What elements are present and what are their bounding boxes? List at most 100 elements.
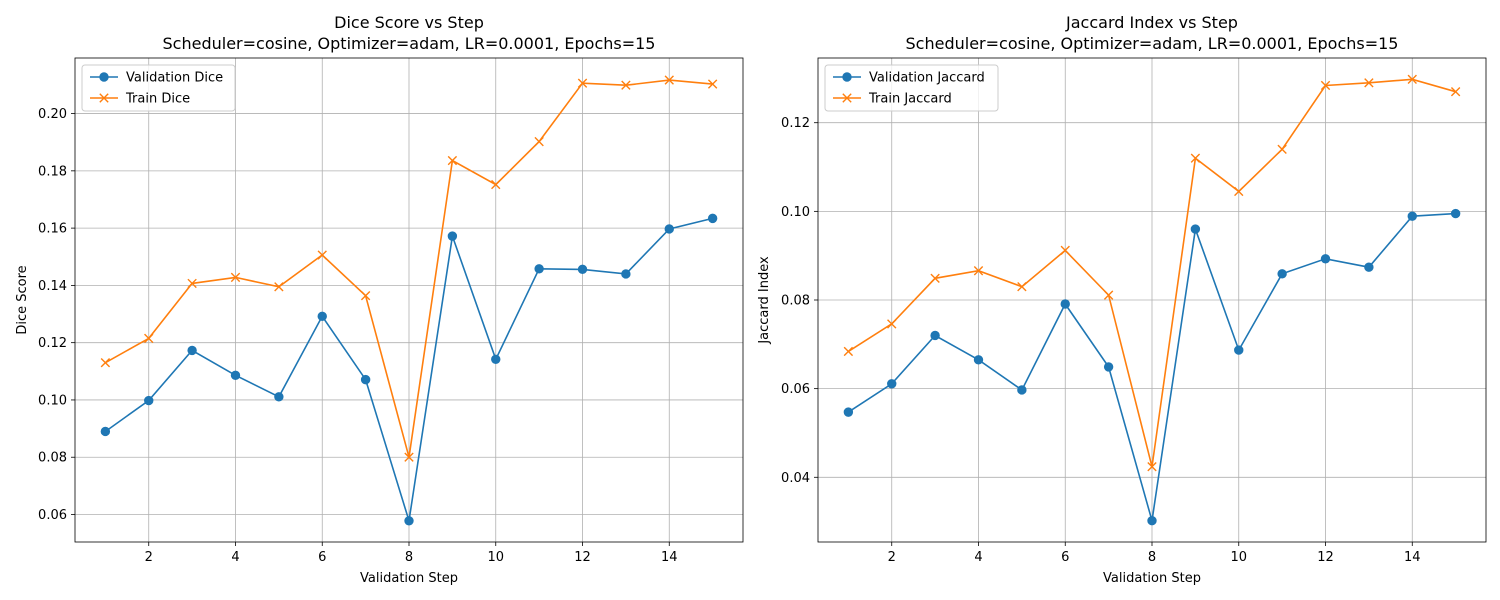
jaccard-validation-point: [1407, 211, 1417, 221]
dice-validation-point: [664, 224, 674, 234]
jaccard-train-point: [887, 319, 897, 329]
dice-legend-label: Train Dice: [125, 92, 190, 107]
jaccard-validation-point: [930, 330, 940, 341]
dice-validation-point: [360, 374, 371, 385]
jaccard-y-axis-label: Jaccard Index: [757, 256, 772, 345]
jaccard-legend-label: Validation Jaccard: [869, 71, 985, 86]
jaccard-train-point: [1277, 144, 1287, 154]
jaccard-train-point: [973, 266, 984, 276]
dice-train-point: [187, 278, 197, 289]
dice-legend-marker: [99, 93, 109, 103]
jaccard-legend-marker: [842, 93, 852, 103]
dice-train-point: [447, 155, 458, 166]
jaccard-validation-point: [1190, 224, 1201, 234]
dice-x-tick-label: 10: [487, 550, 504, 565]
dice-legend-box: [81, 64, 236, 112]
jaccard-train-point: [1060, 245, 1070, 256]
dice-y-tick-label: 0.20: [38, 107, 67, 122]
jaccard-validation-point: [973, 355, 984, 365]
jaccard-train-point: [930, 273, 940, 283]
jaccard-validation-point: [843, 407, 854, 417]
jaccard-x-tick-label: 10: [1230, 550, 1247, 565]
jaccard-y-tick-label: 0.10: [781, 205, 810, 220]
jaccard-y-tick-label: 0.04: [781, 471, 810, 486]
dice-validation-point: [187, 345, 197, 356]
jaccard-train-point: [1234, 186, 1244, 197]
dice-train-point: [317, 250, 327, 260]
dice-validation-point: [621, 269, 631, 279]
dice-train-point: [100, 358, 111, 368]
dice-chart-title: Dice Score vs Step: [334, 13, 484, 32]
jaccard-train-point: [1450, 86, 1461, 97]
jaccard-train-point: [1147, 461, 1157, 472]
jaccard-legend: Validation Jaccard Train Jaccard: [824, 64, 999, 112]
jaccard-validation-point: [1450, 208, 1461, 219]
jaccard-legend-marker: [842, 72, 852, 82]
dice-validation-point: [707, 213, 718, 224]
jaccard-plot-frame: [817, 57, 1487, 543]
dice-train-point: [404, 452, 414, 462]
dice-validation-point: [144, 395, 154, 406]
dice-x-tick-label: 8: [405, 550, 413, 565]
jaccard-y-tick-label: 0.12: [781, 116, 810, 131]
jaccard-train-point: [1017, 282, 1027, 292]
dice-train-point: [534, 136, 544, 147]
dice-y-axis-label: Dice Score: [15, 265, 30, 334]
jaccard-chart-subtitle: Scheduler=cosine, Optimizer=adam, LR=0.0…: [906, 34, 1399, 53]
jaccard-x-tick-label: 2: [888, 550, 896, 565]
dice-train-point: [577, 78, 588, 88]
jaccard-validation-point: [1364, 262, 1374, 272]
dice-x-tick-label: 6: [318, 550, 326, 565]
dice-validation-point: [404, 516, 414, 526]
jaccard-y-tick-label: 0.06: [781, 382, 810, 397]
dice-validation-point: [317, 311, 327, 322]
jaccard-x-tick-label: 6: [1061, 550, 1069, 565]
jaccard-legend-label: Train Jaccard: [868, 92, 952, 107]
dice-train-point: [360, 291, 371, 301]
dice-chart-panel: Dice Score vs Step Scheduler=cosine, Opt…: [15, 13, 744, 586]
jaccard-chart-panel: Jaccard Index vs Step Scheduler=cosine, …: [757, 13, 1487, 586]
dice-y-tick-label: 0.18: [38, 164, 67, 179]
jaccard-validation-point: [1017, 385, 1027, 395]
dice-x-tick-label: 12: [574, 550, 591, 565]
dice-y-tick-label: 0.06: [38, 508, 67, 523]
jaccard-x-tick-label: 14: [1404, 550, 1421, 565]
dice-train-point: [707, 79, 718, 89]
dice-validation-point: [447, 231, 458, 241]
dice-chart-subtitle: Scheduler=cosine, Optimizer=adam, LR=0.0…: [163, 34, 656, 53]
jaccard-x-tick-label: 12: [1317, 550, 1334, 565]
jaccard-x-tick-label: 8: [1148, 550, 1156, 565]
dice-train-point: [664, 75, 674, 85]
jaccard-x-tick-label: 4: [974, 550, 982, 565]
jaccard-train-point: [1103, 290, 1114, 300]
dice-y-tick-label: 0.10: [38, 393, 67, 408]
jaccard-train-point: [1407, 74, 1417, 84]
dice-validation-point: [230, 370, 241, 381]
dice-x-tick-label: 14: [661, 550, 678, 565]
dice-legend-marker: [99, 72, 109, 82]
dice-x-tick-label: 2: [145, 550, 153, 565]
dice-validation-point: [577, 264, 588, 275]
dice-train-point: [621, 80, 631, 90]
jaccard-validation-point: [1320, 254, 1331, 264]
jaccard-validation-point: [887, 379, 897, 389]
dice-train-point: [230, 272, 241, 283]
jaccard-train-point: [1320, 80, 1331, 91]
jaccard-validation-point: [1234, 345, 1244, 355]
dice-legend: Validation Dice Train Dice: [81, 64, 236, 112]
jaccard-validation-point: [1277, 269, 1287, 279]
jaccard-y-tick-label: 0.08: [781, 294, 810, 309]
dice-validation-point: [274, 392, 284, 402]
dice-validation-point: [100, 426, 111, 437]
jaccard-legend-box: [824, 64, 999, 112]
dice-validation-point: [534, 264, 544, 274]
jaccard-validation-point: [1103, 362, 1114, 372]
dice-legend-label: Validation Dice: [126, 71, 223, 86]
dice-x-axis-label: Validation Step: [360, 571, 458, 586]
jaccard-train-point: [1190, 153, 1201, 163]
dice-validation-point: [491, 354, 501, 364]
jaccard-validation-point: [1060, 299, 1070, 309]
dice-plot-frame: [74, 57, 744, 543]
dice-x-tick-label: 4: [231, 550, 239, 565]
